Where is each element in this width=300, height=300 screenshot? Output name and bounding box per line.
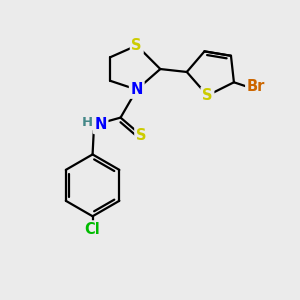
Text: S: S (202, 88, 213, 103)
Text: Br: Br (247, 79, 265, 94)
Text: S: S (136, 128, 146, 143)
Text: S: S (131, 38, 142, 53)
Text: H: H (82, 116, 93, 129)
Text: Cl: Cl (85, 222, 101, 237)
Text: N: N (94, 118, 107, 133)
Text: N: N (130, 82, 143, 97)
